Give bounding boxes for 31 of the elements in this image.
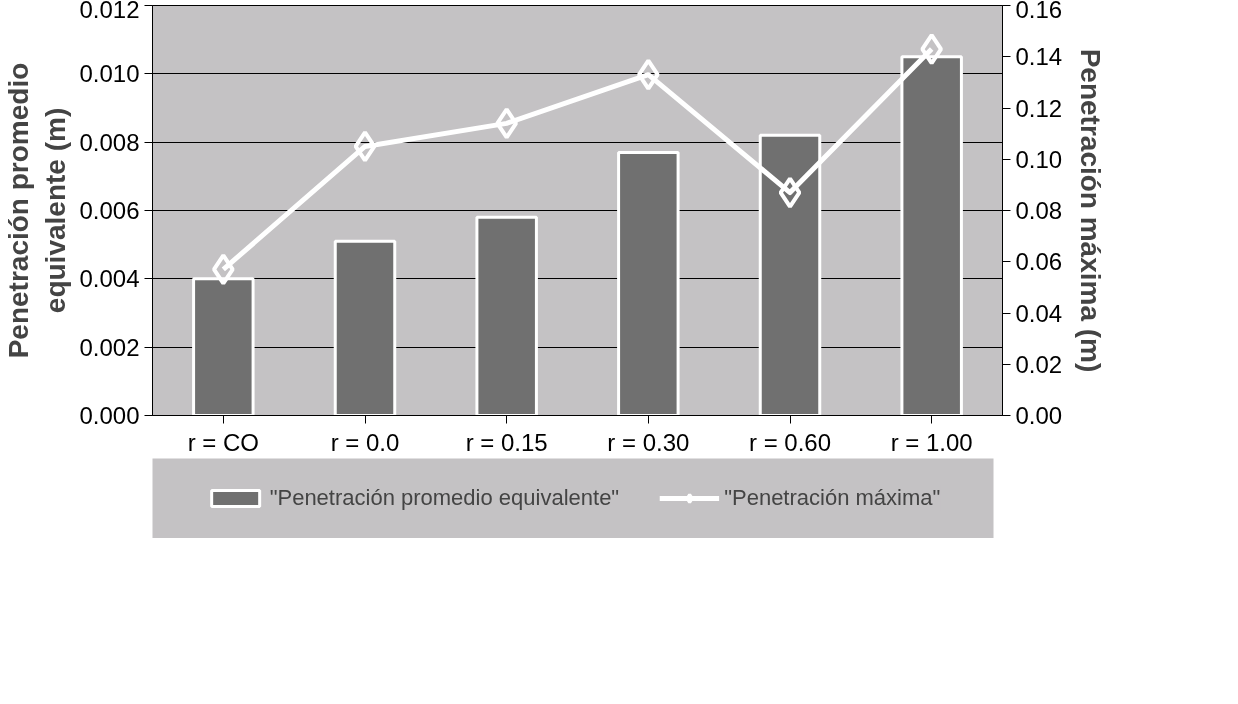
point xyxy=(778,176,802,209)
y-tick-label: 0.000 xyxy=(79,402,140,429)
y2-tick-label: 0.14 xyxy=(1015,43,1063,71)
y-tick-label: 0.002 xyxy=(79,333,140,361)
x-tick-label: r = 0.30 xyxy=(607,428,690,456)
y2-tick-label: 0.12 xyxy=(1015,94,1063,122)
y2-tick-label: 0.00 xyxy=(1015,402,1063,429)
y2-tick-label: 0.04 xyxy=(1015,299,1063,327)
y2-axis-title: Penetración máxima (m) xyxy=(1075,48,1107,373)
y2-tick-label: 0.10 xyxy=(1015,145,1063,173)
y2-tick-label: 0.16 xyxy=(1015,0,1063,23)
y2-tick-label: 0.02 xyxy=(1015,350,1063,378)
bar xyxy=(617,150,680,416)
y-tick-label: 0.006 xyxy=(79,197,140,224)
bar xyxy=(475,215,538,416)
y-tick-label: 0.012 xyxy=(79,0,140,23)
y2-tick-label: 0.08 xyxy=(1015,197,1063,224)
x-tick-label: r = 0.15 xyxy=(465,428,548,456)
x-tick-label: r = 0.60 xyxy=(748,428,832,456)
y-tick-label: 0.004 xyxy=(79,265,140,293)
y-axis-title: Penetración promedio equivalente (m) xyxy=(3,62,72,359)
y-tick-label: 0.008 xyxy=(79,128,140,156)
legend-label: "Penetración promedio equivalente" xyxy=(269,485,620,511)
x-tick-label: r = 1.00 xyxy=(890,428,973,456)
legend-label: "Penetración máxima" xyxy=(724,485,941,511)
x-tick-label: r = CO xyxy=(187,428,260,456)
y2-tick-label: 0.06 xyxy=(1015,248,1063,276)
bar xyxy=(333,239,397,416)
point xyxy=(353,130,377,163)
x-tick-label: r = 0.0 xyxy=(330,428,400,456)
y-tick-label: 0.010 xyxy=(79,60,140,88)
